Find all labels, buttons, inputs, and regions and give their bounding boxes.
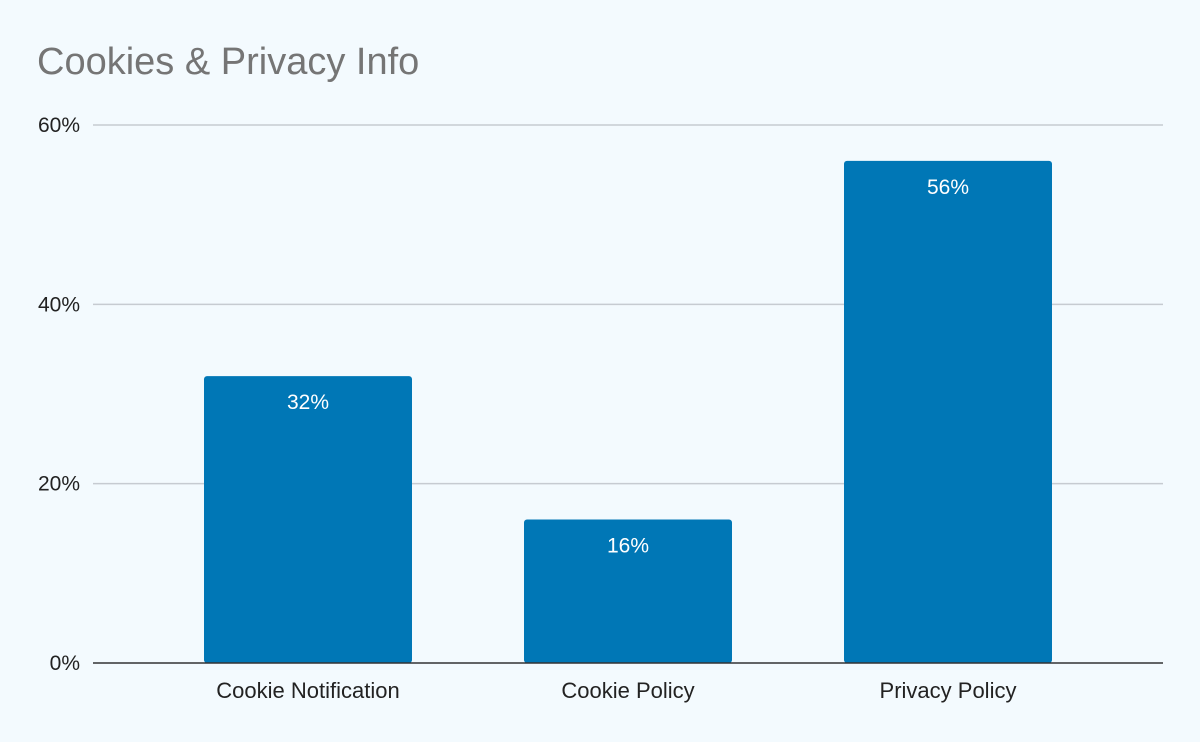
y-tick-label: 40% [38,293,80,316]
chart-title: Cookies & Privacy Info [37,41,419,83]
data-label: 56% [927,176,969,199]
data-label: 16% [607,535,649,558]
x-category-label: Cookie Policy [561,678,694,703]
y-tick-label: 20% [38,473,80,496]
x-axis-categories: Cookie Notification Cookie Policy Privacy … [216,678,1016,703]
bar-privacy-policy [844,160,1052,663]
y-tick-label: 0% [50,652,80,675]
x-category-label: Cookie Notification [216,678,399,703]
bar-cookie-notification [204,376,412,663]
data-label: 32% [287,391,329,414]
bars [204,160,1052,663]
x-category-label: Privacy Policy [880,678,1017,703]
y-axis-ticks: 0% 20% 40% 60% [38,114,80,675]
y-tick-label: 60% [38,114,80,137]
bar-cookie-policy [524,519,732,663]
data-labels: 32% 16% 56% [287,176,969,558]
